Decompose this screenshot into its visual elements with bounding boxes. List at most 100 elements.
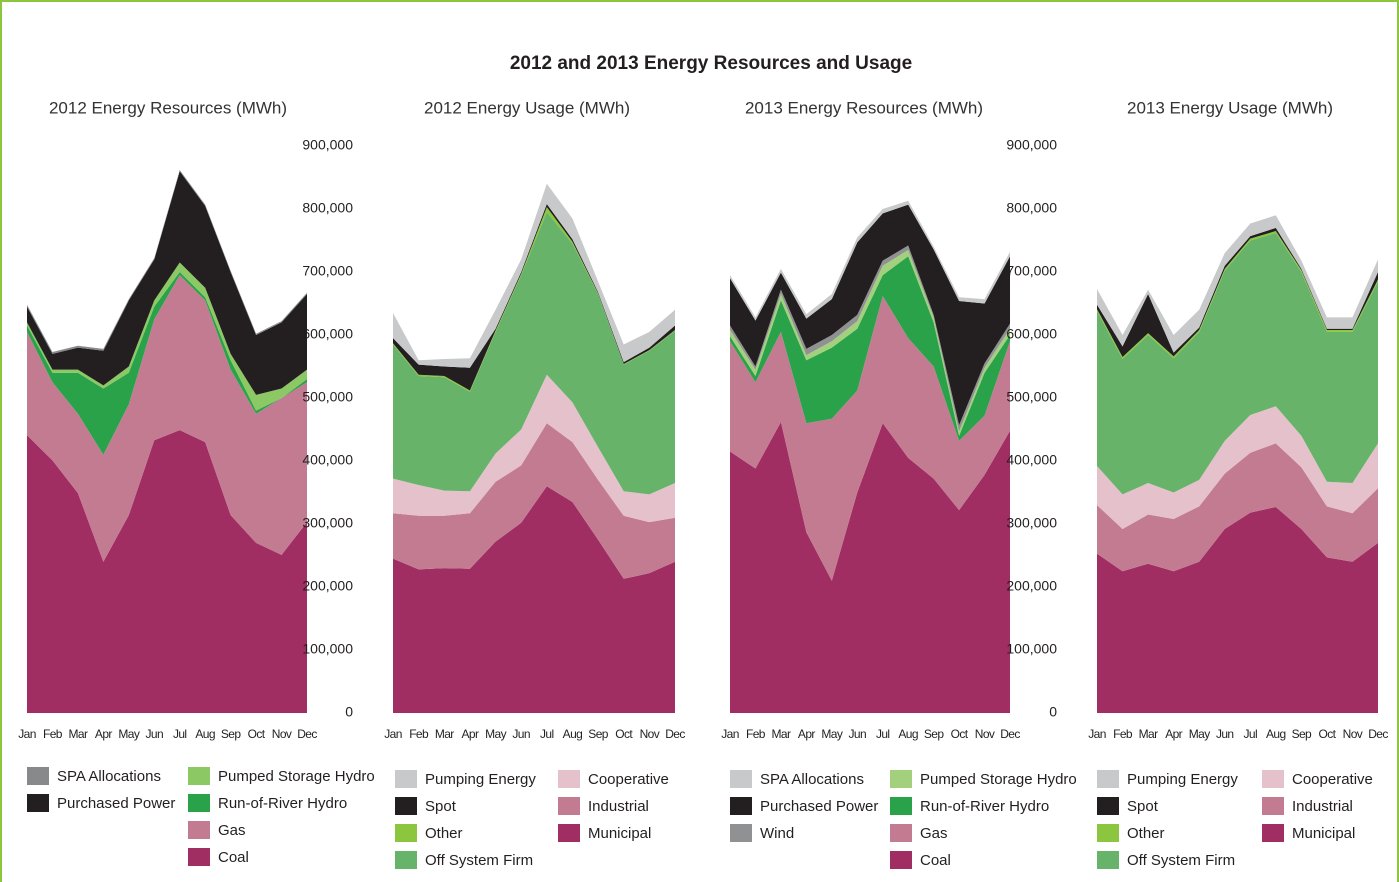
x-tick-label: Mar (68, 727, 87, 741)
y-tick-label: 200,000 (1006, 578, 1057, 594)
legend-label: Gas (218, 822, 246, 839)
legend-label: Industrial (1292, 798, 1353, 815)
x-tick-label: Feb (43, 727, 63, 741)
y-tick-label: 500,000 (302, 389, 353, 405)
legend-swatch (188, 794, 210, 812)
legend-label: Spot (1127, 798, 1159, 815)
area (1097, 215, 1378, 353)
chart-subtitle: 2012 Energy Resources (MWh) (49, 98, 287, 117)
x-tick-label: Jun (145, 727, 163, 741)
x-tick-label: Aug (898, 727, 918, 741)
legend-swatch (558, 797, 580, 815)
legend-swatch (395, 824, 417, 842)
y-tick-label: 400,000 (302, 452, 353, 468)
y-tick-label: 100,000 (1006, 641, 1057, 657)
legend-label: Run-of-River Hydro (920, 798, 1049, 815)
area (1097, 406, 1378, 530)
x-tick-label: Feb (1113, 727, 1133, 741)
area (27, 262, 307, 411)
x-tick-label: Feb (409, 727, 429, 741)
y-tick-label: 700,000 (1006, 263, 1057, 279)
area (730, 200, 1010, 321)
legend-label: Wind (760, 825, 794, 842)
x-tick-label: Oct (951, 727, 969, 741)
x-tick-label: Mar (1139, 727, 1158, 741)
legend-label: SPA Allocations (57, 768, 161, 785)
x-tick-label: May (485, 727, 506, 741)
legend-swatch (890, 851, 912, 869)
legend-swatch (558, 770, 580, 788)
y-tick-label: 300,000 (1006, 515, 1057, 531)
page-title: 2012 and 2013 Energy Resources and Usage (510, 53, 912, 74)
x-tick-label: Jan (384, 727, 402, 741)
legend-label: Pumping Energy (1127, 771, 1238, 788)
x-tick-label: Apr (95, 727, 112, 741)
x-tick-label: Dec (1000, 727, 1020, 741)
area (27, 275, 307, 562)
x-tick-label: Sep (1292, 727, 1312, 741)
y-tick-label: 900,000 (302, 137, 353, 153)
legend-swatch (1262, 824, 1284, 842)
legend-label: Gas (920, 825, 948, 842)
x-tick-label: Sep (588, 727, 608, 741)
area (730, 421, 1010, 713)
legend-swatch (1262, 797, 1284, 815)
legend-swatch (27, 794, 49, 812)
x-tick-label: Nov (975, 727, 995, 741)
legend-swatch (890, 797, 912, 815)
x-tick-label: Jan (721, 727, 739, 741)
area (27, 272, 307, 455)
y-tick-label: 0 (345, 704, 353, 720)
legend-swatch (730, 770, 752, 788)
x-tick-label: Oct (615, 727, 633, 741)
legend-label: Off System Firm (425, 852, 533, 869)
area (393, 203, 675, 391)
legend-swatch (730, 824, 752, 842)
x-tick-label: Jun (512, 727, 530, 741)
chart-subtitle: 2013 Energy Resources (MWh) (745, 98, 983, 117)
y-tick-label: 900,000 (1006, 137, 1057, 153)
legend-label: Cooperative (588, 771, 669, 788)
area (1097, 227, 1378, 358)
legend-label: Cooperative (1292, 771, 1373, 788)
area (1097, 506, 1378, 713)
x-tick-label: Feb (746, 727, 766, 741)
area (27, 171, 307, 395)
legend-label: Run-of-River Hydro (218, 795, 347, 812)
x-tick-label: Dec (1368, 727, 1388, 741)
legend-swatch (1097, 797, 1119, 815)
x-tick-label: Jul (876, 727, 890, 741)
area (730, 204, 1010, 426)
legend-swatch (890, 770, 912, 788)
legend-swatch (558, 824, 580, 842)
y-tick-label: 800,000 (1006, 200, 1057, 216)
area (393, 212, 675, 495)
legend-swatch (188, 767, 210, 785)
legend-swatch (1097, 824, 1119, 842)
x-tick-label: Oct (248, 727, 266, 741)
x-tick-label: Nov (272, 727, 292, 741)
x-tick-label: Aug (195, 727, 215, 741)
x-tick-label: Jul (1243, 727, 1257, 741)
legend-swatch (890, 824, 912, 842)
x-tick-label: Apr (461, 727, 478, 741)
legend-label: Purchased Power (57, 795, 175, 812)
x-tick-label: May (821, 727, 842, 741)
y-tick-label: 200,000 (302, 578, 353, 594)
x-tick-label: Aug (1266, 727, 1286, 741)
area (1097, 232, 1378, 495)
y-tick-label: 800,000 (302, 200, 353, 216)
legend-label: Industrial (588, 798, 649, 815)
x-tick-label: Mar (435, 727, 454, 741)
legend-label: Coal (920, 852, 951, 869)
legend-swatch (395, 770, 417, 788)
legend-label: Pumping Energy (425, 771, 536, 788)
x-tick-label: Jan (18, 727, 36, 741)
legend-swatch (730, 797, 752, 815)
legend-label: SPA Allocations (760, 771, 864, 788)
x-tick-label: Aug (563, 727, 583, 741)
area (27, 430, 307, 713)
area (393, 374, 675, 523)
legend-label: Municipal (588, 825, 651, 842)
legend-label: Pumped Storage Hydro (218, 768, 375, 785)
